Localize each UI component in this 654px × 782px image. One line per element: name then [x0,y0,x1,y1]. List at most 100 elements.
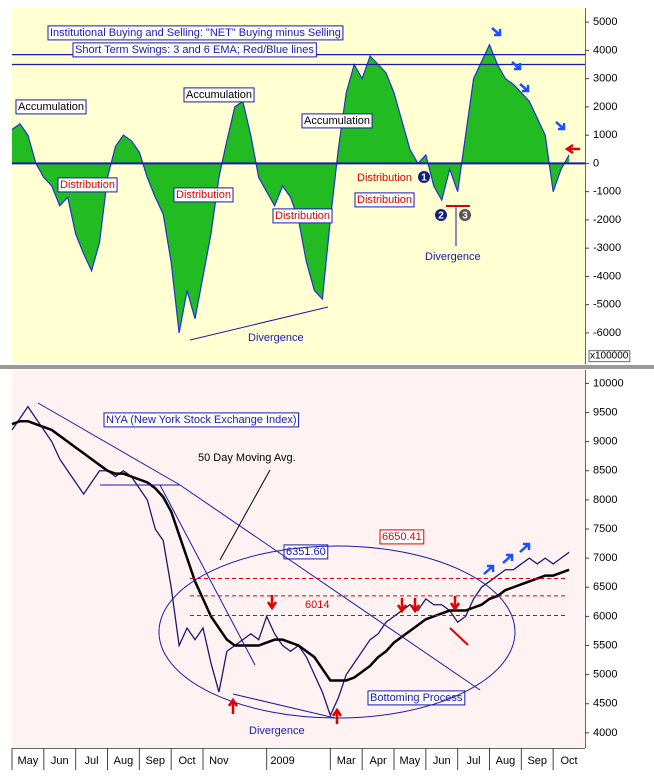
annotation-shape [331,707,343,724]
y-tick-label: -3000 [593,242,621,254]
annotation-badge [435,209,447,221]
annotation: Short Term Swings: 3 and 6 EMA; Red/Blue… [75,44,314,56]
y-tick-label: -5000 [593,299,621,311]
annotation-box [72,42,317,58]
series-line [11,420,570,682]
annotation-group: Accumulation [301,113,373,129]
annotation-shape [519,542,531,553]
annotation-shape [502,553,514,564]
x-tick-label: May [400,755,421,767]
series-line [11,405,570,718]
y-unit-label: x100000 [590,351,629,362]
annotation: Distribution [357,194,412,206]
y-tick-label: 10000 [593,377,624,389]
annotation-group: 2 [435,209,447,222]
y-tick-label: -1000 [593,186,621,198]
level-label: 6351.60 [286,546,326,558]
annotation-box [301,113,373,129]
x-tick-label: Apr [370,755,387,767]
annotation: Distribution [275,210,330,222]
annotation-group: Divergence [248,332,304,344]
level-label-box [379,529,425,545]
annotation-box [183,87,255,103]
y-tick-label: 6000 [593,610,617,622]
x-tick-label: Nov [209,755,229,767]
x-axis-line [12,748,585,749]
annotation-group: Distribution [272,208,333,224]
y-tick-label: 9500 [593,406,617,418]
annotation-group: 3 [459,209,471,222]
net-line [11,43,570,334]
annotation-shape [232,693,336,719]
net-area [12,44,570,333]
y-tick-label: 6500 [593,581,617,593]
x-tick-label: Aug [496,755,516,767]
annotation-group: 1 [418,171,430,184]
annotation: Distribution [176,189,231,201]
level-label-group: 6014 [305,599,329,611]
annotation: 50 Day Moving Avg. [198,452,296,464]
annotation-badge [459,209,471,221]
annotation: Accumulation [304,115,370,127]
annotation-shape [266,595,278,611]
annotation-shape [491,27,502,37]
annotation: Divergence [425,251,481,263]
annotation-shape [483,564,495,575]
annotation-box [367,690,466,706]
annotation-shape [396,598,408,614]
annotation: Institutional Buying and Selling: "NET" … [50,27,341,39]
annotation-shape [159,484,256,666]
level-label: 6650.41 [382,531,422,543]
annotation-box [354,192,415,208]
annotation: Distribution [357,172,412,184]
y-tick-label: 9000 [593,436,617,448]
annotation-box [103,412,300,428]
y-tick-label: 5000 [593,669,617,681]
annotation-group: Accumulation [15,99,87,115]
y-unit-box [588,350,631,363]
annotation: Accumulation [18,101,84,113]
annotation-group: Distribution [57,177,118,193]
annotation-shape [189,306,329,341]
y-tick-label: 8500 [593,465,617,477]
annotation-group: Divergence [425,251,481,263]
x-tick-label: Jun [51,755,69,767]
y-tick-label: 0 [593,157,599,169]
x-tick-label: Oct [561,755,578,767]
x-tick-label: Jun [433,755,451,767]
annotation: 2 [438,211,444,222]
annotation: Divergence [249,725,305,737]
x-tick-label: Oct [179,755,196,767]
y-tick-label: 1000 [593,129,617,141]
y-tick-label: -6000 [593,327,621,339]
annotation-box [15,99,87,115]
annotation: 1 [421,173,427,184]
top-axis-line [585,8,586,364]
annotation-shape [219,469,271,561]
annotation-shape [519,83,530,93]
y-tick-label: 7000 [593,552,617,564]
y-tick-label: 4500 [593,698,617,710]
annotation-shape [449,596,461,612]
x-tick-label: Mar [337,755,356,767]
annotation-group: Divergence [249,725,305,737]
annotation-group: Distribution [357,172,412,184]
annotation-group: Accumulation [183,87,255,103]
annotation-shape [227,697,239,714]
x-tick-label: May [18,755,39,767]
annotation-shape [449,627,469,646]
y-tick-label: -2000 [593,214,621,226]
annotation-box [173,187,234,203]
annotation: Divergence [248,332,304,344]
y-tick-label: 2000 [593,101,617,113]
y-tick-label: 5500 [593,639,617,651]
panel-divider [0,365,654,369]
y-tick-label: -4000 [593,270,621,282]
y-tick-label: 4000 [593,727,617,739]
annotation-badge [418,171,430,183]
y-tick-label: 8000 [593,494,617,506]
x-tick-label: Jul [467,755,481,767]
annotation-shape [564,143,580,155]
